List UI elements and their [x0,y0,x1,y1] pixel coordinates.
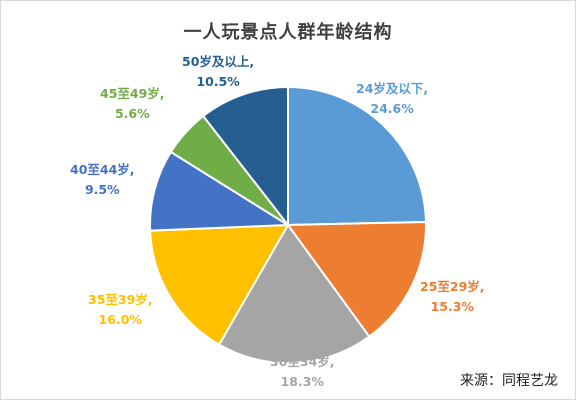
slice-label-35-39: 35至39岁, 16.0% [88,290,153,330]
slice-percent: 15.3% [430,299,474,314]
slice-label-50-over: 50岁及以上, 10.5% [182,52,254,92]
slice-label-25-29: 25至29岁, 15.3% [420,277,485,317]
slice-label-24-under: 24岁及以下, 24.6% [356,79,428,119]
slice-percent: 16.0% [98,312,142,327]
slice-category: 25至29岁, [420,279,485,294]
slice-percent: 18.3% [280,374,324,389]
slice-percent: 9.5% [84,182,120,197]
slice-category: 35至39岁, [88,292,153,307]
source-note: 来源：同程艺龙 [460,373,558,389]
pie-slice-1 [286,220,427,338]
slice-label-40-44: 40至44岁, 9.5% [70,160,135,200]
pie-slice-2 [217,223,371,364]
slice-category: 50岁及以上, [182,54,255,69]
pie-slice-6 [201,85,289,228]
slice-percent: 24.6% [370,101,414,116]
slice-category: 24岁及以下, [356,81,429,96]
slice-label-30-34: 30至34岁, 18.3% [270,352,335,392]
pie-slice-0 [287,85,427,227]
pie-slice-3 [149,223,290,346]
slice-category: 30至34岁, [270,354,335,369]
slice-category: 45至49岁, [100,86,165,101]
pie-slice-4 [149,150,292,232]
slice-category: 40至44岁, [70,162,135,177]
slice-percent: 10.5% [196,74,240,89]
slice-percent: 5.6% [114,106,150,121]
slice-label-45-49: 45至49岁, 5.6% [100,84,165,124]
chart-title: 一人玩景点人群年龄结构 [183,22,393,43]
